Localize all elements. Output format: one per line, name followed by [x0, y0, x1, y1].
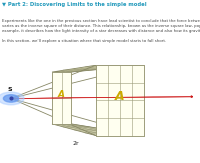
- Text: A: A: [58, 89, 65, 99]
- Polygon shape: [52, 72, 71, 124]
- Text: S: S: [8, 87, 12, 92]
- Text: 2r: 2r: [73, 141, 79, 146]
- Circle shape: [3, 95, 19, 102]
- Polygon shape: [52, 124, 144, 136]
- Text: Experiments like the one in the previous section have lead scientist to conclude: Experiments like the one in the previous…: [2, 19, 200, 43]
- Text: ▼ Part 2: Discovering Limits to the simple model: ▼ Part 2: Discovering Limits to the simp…: [2, 2, 147, 7]
- Polygon shape: [96, 65, 144, 136]
- Circle shape: [0, 92, 24, 105]
- Text: A: A: [115, 90, 125, 103]
- Polygon shape: [52, 65, 144, 72]
